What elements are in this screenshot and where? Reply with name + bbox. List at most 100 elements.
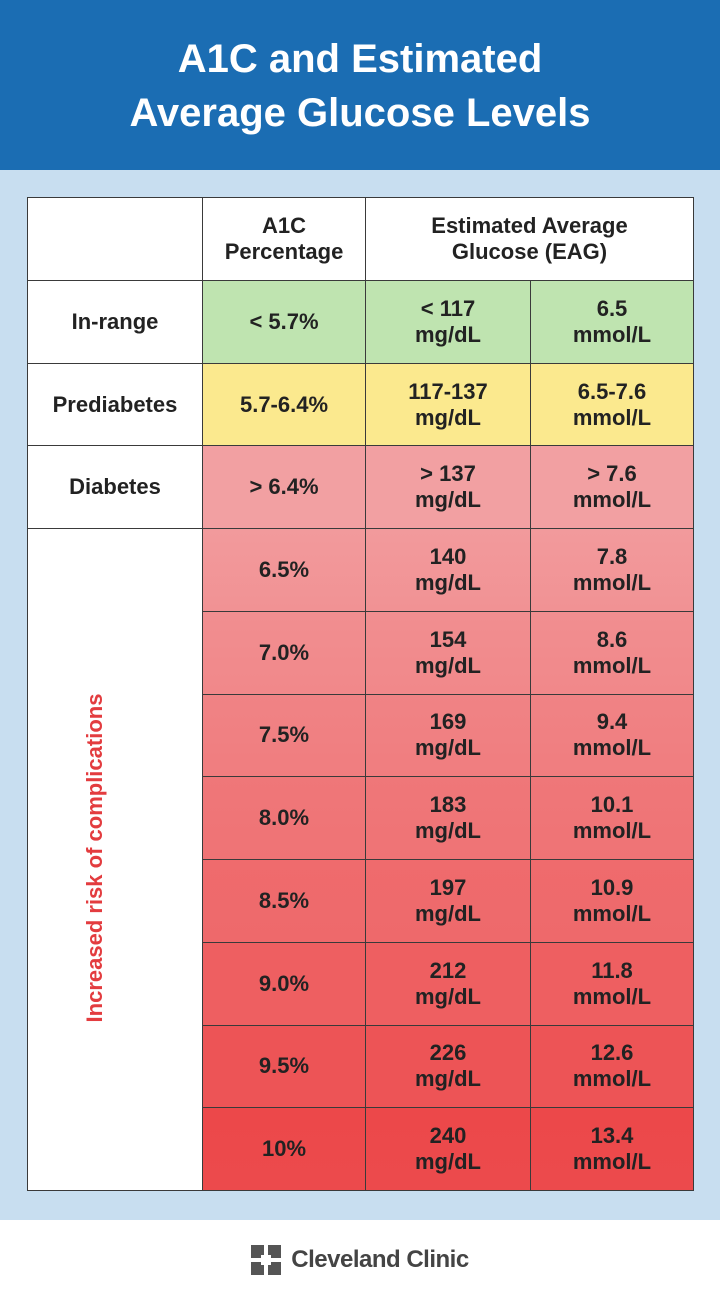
table-cell: < 117 mg/dL xyxy=(365,280,531,364)
table-cell: 117-137 mg/dL xyxy=(365,362,531,447)
cell-text: 154 xyxy=(429,626,467,652)
cell-text: > 6.4% xyxy=(249,474,319,500)
footer: Cleveland Clinic xyxy=(0,1220,720,1300)
cell-text: 240 xyxy=(429,1123,467,1149)
table-cell: 197 mg/dL xyxy=(365,859,531,943)
cell-text: 10.9 xyxy=(590,874,634,900)
cell-text: < 117 xyxy=(420,295,476,321)
cell-text: 11.8 xyxy=(591,957,633,983)
cell-text: 7.5% xyxy=(258,722,310,748)
table-cell: 140 mg/dL xyxy=(365,528,531,612)
table-cell: 8.6 mmol/L xyxy=(530,610,694,695)
table-cell: 7.5% xyxy=(202,693,366,778)
cell-text: 8.0% xyxy=(258,805,310,831)
cell-text: 183 xyxy=(429,792,467,818)
cell-text: 117-137 xyxy=(408,378,488,404)
header: A1C and Estimated Average Glucose Levels xyxy=(0,0,720,170)
cell-text: < 5.7% xyxy=(249,308,319,334)
title-line: A1C and Estimated xyxy=(177,37,543,81)
cell-text: 10.1 xyxy=(590,792,634,818)
cell-text: 197 xyxy=(429,874,467,900)
table-cell: 10.9 mmol/L xyxy=(530,859,694,943)
table-cell: 6.5 mmol/L xyxy=(530,280,694,364)
cell-text: 7.8 xyxy=(596,544,628,570)
cell-text: mg/dL xyxy=(415,487,481,513)
cell-text: 226 xyxy=(429,1040,467,1066)
cell-text: 8.6 xyxy=(596,626,628,652)
cell-text: mg/dL xyxy=(415,900,481,926)
table-cell: 10% xyxy=(202,1107,366,1191)
table-cell: 154 mg/dL xyxy=(365,610,531,695)
cell-text: mmol/L xyxy=(572,1066,652,1092)
table-cell: 212 mg/dL xyxy=(365,941,531,1026)
table-cell: 13.4 mmol/L xyxy=(530,1107,694,1191)
table-cell: 9.4 mmol/L xyxy=(530,693,694,778)
cell-text: Percentage xyxy=(224,239,344,264)
cell-text: 140 xyxy=(429,544,467,570)
row-label: Diabetes xyxy=(27,445,203,530)
cell-text: mg/dL xyxy=(415,735,481,761)
cell-text: 6.5 xyxy=(596,295,628,321)
cell-text: 9.5% xyxy=(258,1053,310,1079)
cell-text: 5.7-6.4% xyxy=(239,391,329,417)
cell-text: mmol/L xyxy=(572,652,652,678)
row-label: Prediabetes xyxy=(27,362,203,447)
cell-text: 8.5% xyxy=(258,887,310,913)
table-cell: 6.5% xyxy=(202,528,366,612)
cell-text: mmol/L xyxy=(572,818,652,844)
cell-text: 9.4 xyxy=(596,709,628,735)
cell-text: mg/dL xyxy=(415,818,481,844)
cell-text: mg/dL xyxy=(415,983,481,1009)
cell-text: > 137 xyxy=(420,461,476,487)
cell-text: 10% xyxy=(261,1136,307,1162)
cell-text: In-range xyxy=(71,308,159,334)
header-cell: A1C Percentage xyxy=(202,197,366,281)
table-cell: 240 mg/dL xyxy=(365,1107,531,1191)
cell-text: 9.0% xyxy=(258,970,310,996)
cell-text: mmol/L xyxy=(572,983,652,1009)
table-cell: 169 mg/dL xyxy=(365,693,531,778)
table-cell: 7.0% xyxy=(202,610,366,695)
cell-text: mmol/L xyxy=(572,900,652,926)
cell-text: mg/dL xyxy=(415,1149,481,1175)
table-cell: > 137 mg/dL xyxy=(365,445,531,530)
cell-text: 169 xyxy=(429,709,467,735)
table-cell: > 7.6 mmol/L xyxy=(530,445,694,530)
table-cell: 8.0% xyxy=(202,776,366,861)
cell-text: 6.5-7.6 xyxy=(577,378,647,404)
logo xyxy=(251,1245,282,1275)
header-cell: Estimated Average Glucose (EAG) xyxy=(365,197,694,281)
table-cell: 183 mg/dL xyxy=(365,776,531,861)
cell-text: mmol/L xyxy=(572,404,652,430)
cell-text: Diabetes xyxy=(69,474,161,500)
cell-text: 12.6 xyxy=(590,1040,634,1066)
cell-text: mg/dL xyxy=(415,321,481,347)
row-label: In-range xyxy=(27,280,203,364)
table-cell: 12.6 mmol/L xyxy=(530,1024,694,1109)
table-cell: < 5.7% xyxy=(202,280,366,364)
cell-text: Prediabetes xyxy=(52,391,178,417)
table-cell: 8.5% xyxy=(202,859,366,943)
cell-text: mmol/L xyxy=(572,487,652,513)
table-cell: 10.1 mmol/L xyxy=(530,776,694,861)
cell-text: mg/dL xyxy=(415,570,481,596)
cell-text: mg/dL xyxy=(415,1066,481,1092)
table-cell: > 6.4% xyxy=(202,445,366,530)
side-cell xyxy=(27,528,203,1191)
cell-text: 6.5% xyxy=(258,557,310,583)
cell-text: 7.0% xyxy=(258,639,310,665)
cell-text: Glucose (EAG) xyxy=(451,239,608,264)
table-cell: 9.5% xyxy=(202,1024,366,1109)
cell-text: mmol/L xyxy=(572,1149,652,1175)
table-cell: 7.8 mmol/L xyxy=(530,528,694,612)
cell-text: mmol/L xyxy=(572,321,652,347)
cell-text: > 7.6 xyxy=(587,461,637,487)
cell-text: Estimated Average xyxy=(431,213,628,238)
table-cell: 226 mg/dL xyxy=(365,1024,531,1109)
table-cell: 6.5-7.6 mmol/L xyxy=(530,362,694,447)
cell-text: mg/dL xyxy=(415,652,481,678)
table-cell: 5.7-6.4% xyxy=(202,362,366,447)
cell-text: mmol/L xyxy=(572,735,652,761)
table-cell: 9.0% xyxy=(202,941,366,1026)
